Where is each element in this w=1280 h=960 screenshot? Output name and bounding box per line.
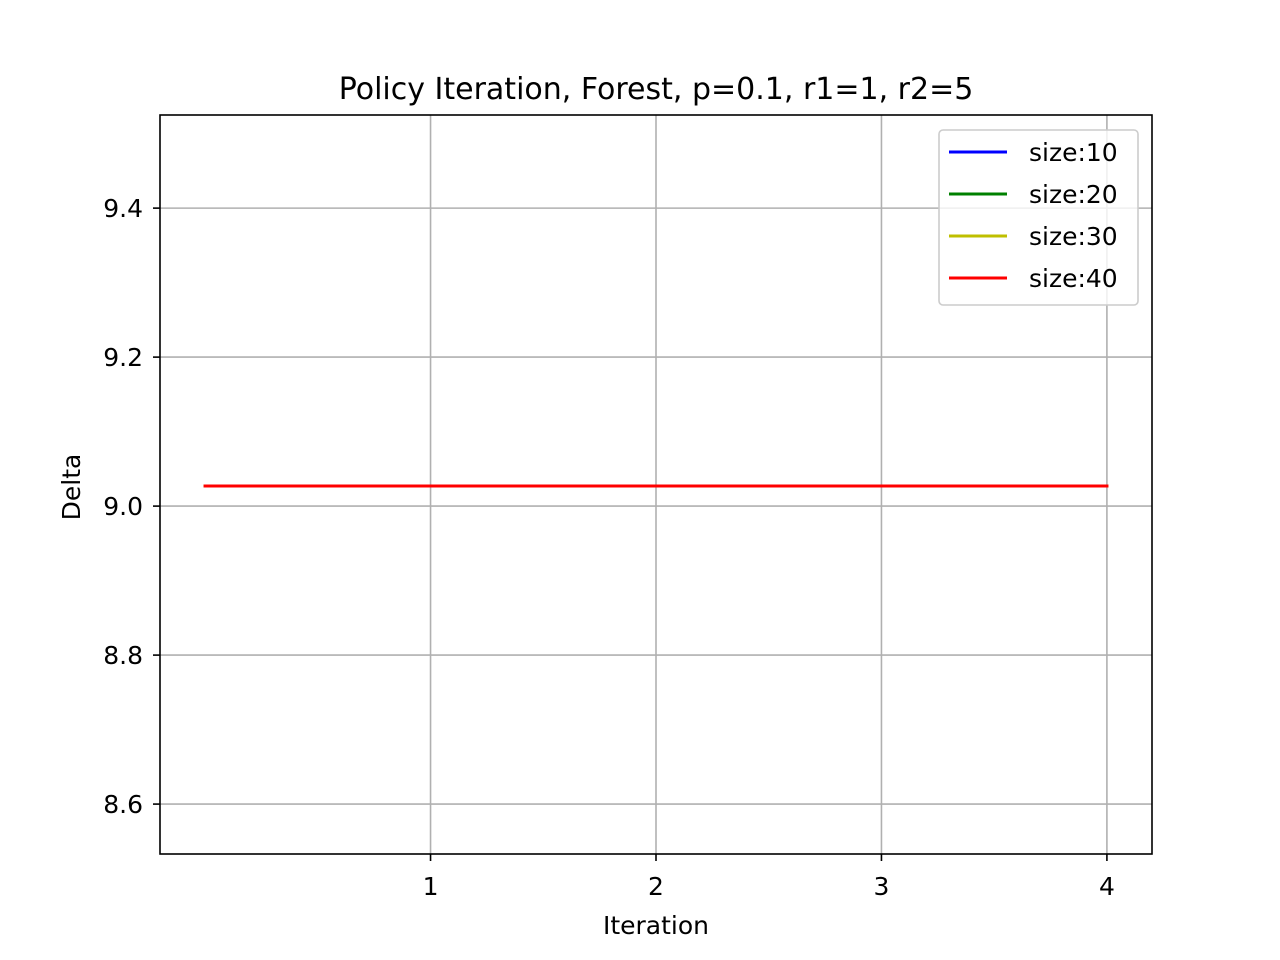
legend-label: size:30 xyxy=(1029,222,1118,251)
legend-box xyxy=(938,129,1139,306)
y-tick-label: 9.0 xyxy=(103,492,143,521)
y-tick-label: 8.8 xyxy=(103,641,143,670)
legend: size:10 size:20 size:30 size:40 xyxy=(938,129,1139,306)
x-tick-label: 3 xyxy=(874,872,890,901)
y-axis-ticks: 8.6 8.8 9.0 9.2 9.4 xyxy=(103,194,160,819)
legend-label: size:40 xyxy=(1029,264,1118,293)
chart-title: Policy Iteration, Forest, p=0.1, r1=1, r… xyxy=(339,72,974,107)
legend-label: size:20 xyxy=(1029,180,1118,209)
x-tick-label: 4 xyxy=(1099,872,1115,901)
legend-label: size:10 xyxy=(1029,138,1118,167)
y-tick-label: 9.2 xyxy=(103,343,143,372)
y-axis-title: Delta xyxy=(57,454,86,521)
x-tick-label: 1 xyxy=(423,872,439,901)
y-tick-label: 8.6 xyxy=(103,790,143,819)
x-tick-label: 2 xyxy=(648,872,664,901)
x-axis-ticks: 1 2 3 4 xyxy=(423,854,1115,901)
x-axis-title: Iteration xyxy=(603,911,709,940)
y-tick-label: 9.4 xyxy=(103,194,143,223)
